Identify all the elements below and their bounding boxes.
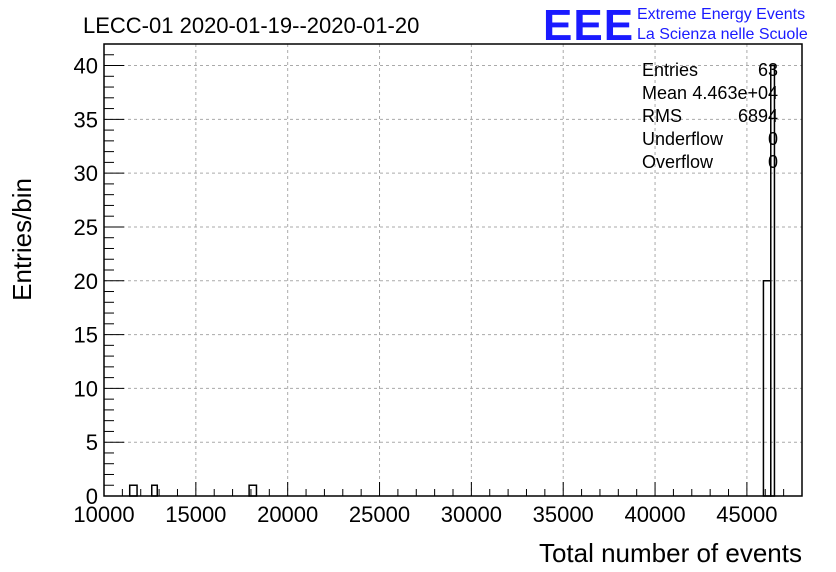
stats-label: Entries (642, 60, 698, 80)
stats-value: 4.463e+04 (692, 83, 778, 103)
y-tick-label: 35 (74, 107, 98, 132)
grid-lines (103, 44, 802, 497)
stats-label: Mean (642, 83, 687, 103)
stats-box: Entries 63 Mean 4.463e+04 RMS 6894 Underflow 0 O… (642, 60, 778, 172)
axis-ticks (103, 43, 803, 497)
logo-line-1: Extreme Energy Events (637, 6, 805, 23)
y-axis-title: Entries/bin (7, 178, 37, 301)
stats-label: Overflow (642, 152, 714, 172)
logo-mark: EEE (543, 1, 634, 50)
y-tick-label: 0 (86, 484, 98, 509)
x-tick-label: 10000 (73, 502, 134, 527)
chart-title: LECC-01 2020-01-19--2020-01-20 (83, 13, 419, 38)
x-axis-title: Total number of events (539, 538, 802, 568)
y-tick-label: 25 (74, 215, 98, 240)
y-tick-label: 30 (74, 161, 98, 186)
stats-value: 6894 (738, 106, 778, 126)
x-tick-label: 15000 (165, 502, 226, 527)
x-tick-label: 20000 (257, 502, 318, 527)
x-tick-label: 25000 (349, 502, 410, 527)
y-tick-label: 20 (74, 269, 98, 294)
y-tick-label: 5 (86, 430, 98, 455)
x-tick-label: 30000 (441, 502, 502, 527)
stats-label: Underflow (642, 129, 724, 149)
y-tick-label: 40 (74, 54, 98, 79)
x-tick-labels: 10000 15000 20000 25000 30000 35000 40000 45000 (73, 502, 777, 527)
x-tick-label: 35000 (533, 502, 594, 527)
y-tick-label: 15 (74, 323, 98, 348)
logo-line-2: La Scienza nelle Scuole (637, 26, 808, 43)
eee-logo: EEE Extreme Energy Events La Scienza nel… (543, 1, 808, 50)
histogram-bar (128, 484, 138, 497)
stats-value: 0 (768, 152, 778, 172)
stats-value: 0 (768, 129, 778, 149)
histogram-bar (151, 484, 159, 497)
stats-value: 63 (758, 60, 778, 80)
x-tick-label: 45000 (716, 502, 777, 527)
stats-label: RMS (642, 106, 682, 126)
plot-frame (103, 43, 803, 497)
y-tick-labels: 0 5 10 15 20 25 30 35 40 (74, 54, 98, 509)
y-tick-label: 10 (74, 376, 98, 401)
histogram-bar (248, 484, 258, 497)
x-tick-label: 40000 (624, 502, 685, 527)
